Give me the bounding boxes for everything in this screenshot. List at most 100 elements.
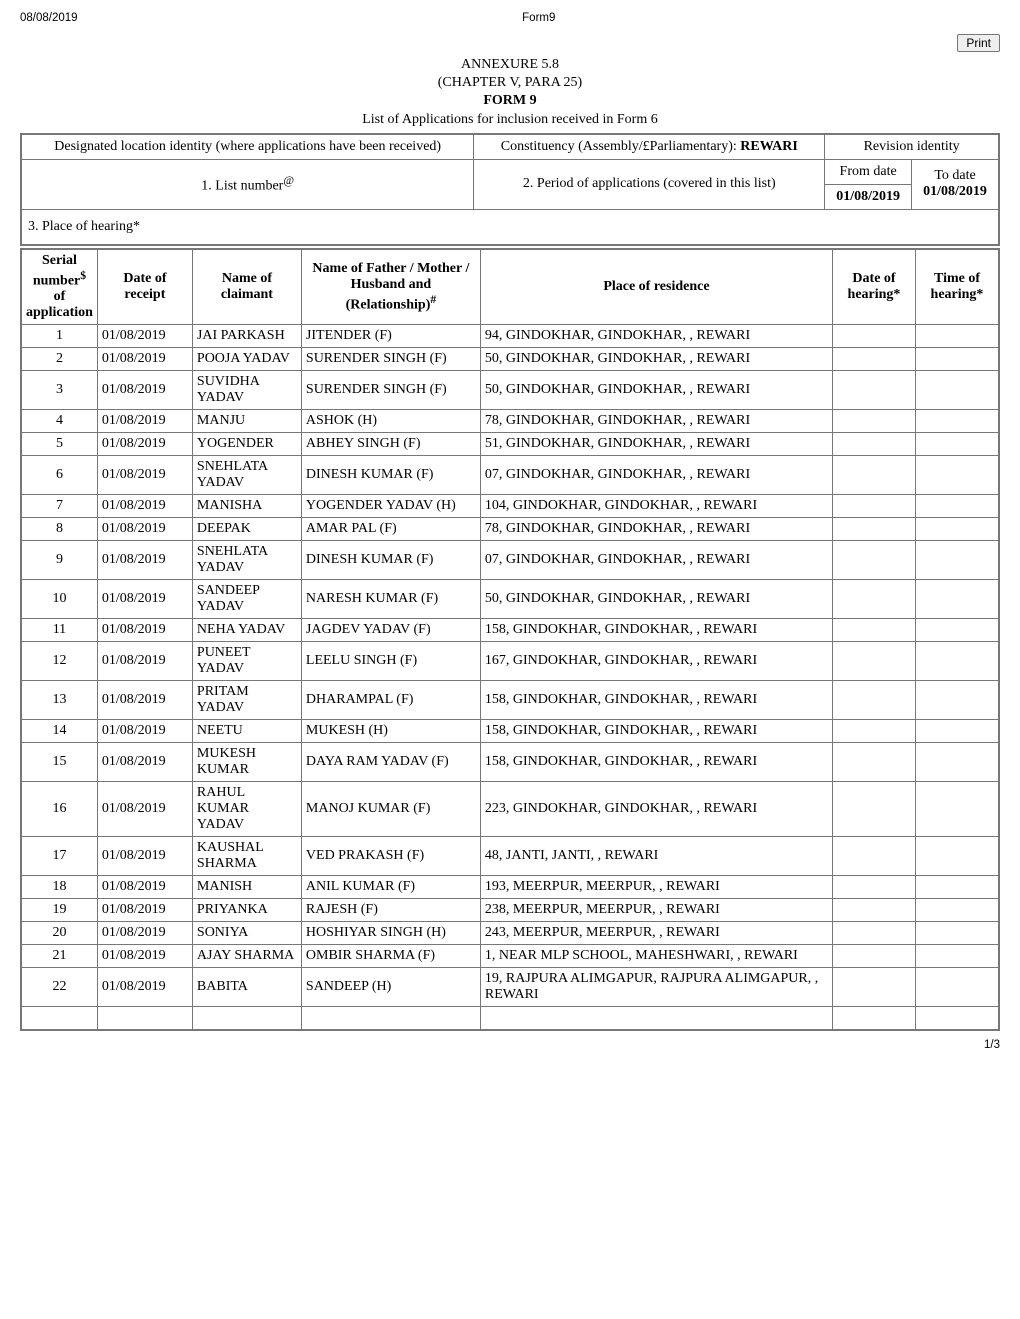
outer-table: Designated location identity (where appl… [20, 133, 1000, 246]
cell-relationship: ASHOK (H) [301, 410, 480, 433]
table-row: 1501/08/2019MUKESH KUMARDAYA RAM YADAV (… [21, 743, 999, 782]
cell-serial: 19 [21, 899, 97, 922]
cell-date-hearing [833, 837, 916, 876]
cell-relationship [301, 1007, 480, 1031]
cell-serial: 14 [21, 720, 97, 743]
table-head: Serial number$ of application Date of re… [21, 249, 999, 325]
cell-date-hearing [833, 922, 916, 945]
cell-serial: 1 [21, 325, 97, 348]
cell-date-hearing [833, 945, 916, 968]
print-button[interactable]: Print [957, 34, 1000, 52]
cell-relationship: OMBIR SHARMA (F) [301, 945, 480, 968]
cell-date-hearing [833, 1007, 916, 1031]
constituency-cell: Constituency (Assembly/£Parliamentary): … [474, 134, 825, 160]
cell-date-receipt: 01/08/2019 [97, 456, 192, 495]
page-meta: 08/08/2019 Form9 [20, 12, 1000, 24]
cell-date-receipt: 01/08/2019 [97, 410, 192, 433]
cell-date-hearing [833, 681, 916, 720]
cell-relationship: DINESH KUMAR (F) [301, 541, 480, 580]
cell-serial: 15 [21, 743, 97, 782]
list-number-sup: @ [283, 174, 294, 187]
cell-residence [480, 1007, 832, 1031]
table-row: 1701/08/2019KAUSHAL SHARMAVED PRAKASH (F… [21, 837, 999, 876]
table-row: 301/08/2019SUVIDHA YADAVSURENDER SINGH (… [21, 371, 999, 410]
from-date-label: From date [825, 159, 912, 184]
cell-residence: 94, GINDOKHAR, GINDOKHAR, , REWARI [480, 325, 832, 348]
cell-time-hearing [916, 720, 1000, 743]
cell-date-receipt: 01/08/2019 [97, 899, 192, 922]
cell-claimant: AJAY SHARMA [192, 945, 301, 968]
cell-serial: 12 [21, 642, 97, 681]
cell-claimant: POOJA YADAV [192, 348, 301, 371]
cell-date-receipt: 01/08/2019 [97, 642, 192, 681]
cell-date-receipt: 01/08/2019 [97, 518, 192, 541]
col-claimant: Name of claimant [192, 249, 301, 325]
cell-time-hearing [916, 371, 1000, 410]
cell-residence: 158, GINDOKHAR, GINDOKHAR, , REWARI [480, 619, 832, 642]
cell-time-hearing [916, 518, 1000, 541]
cell-time-hearing [916, 433, 1000, 456]
cell-date-hearing [833, 371, 916, 410]
cell-time-hearing [916, 642, 1000, 681]
cell-residence: 78, GINDOKHAR, GINDOKHAR, , REWARI [480, 410, 832, 433]
period-label: 2. Period of applications (covered in th… [474, 159, 825, 209]
cell-date-hearing [833, 782, 916, 837]
cell-time-hearing [916, 782, 1000, 837]
constituency-label: Constituency (Assembly/£Parliamentary): [501, 139, 741, 154]
cell-relationship: DINESH KUMAR (F) [301, 456, 480, 495]
constituency-value: REWARI [740, 139, 798, 154]
cell-claimant: YOGENDER [192, 433, 301, 456]
cell-relationship: LEELU SINGH (F) [301, 642, 480, 681]
cell-relationship: VED PRAKASH (F) [301, 837, 480, 876]
cell-relationship: JAGDEV YADAV (F) [301, 619, 480, 642]
col-relationship: Name of Father / Mother / Husband and (R… [301, 249, 480, 325]
cell-date-hearing [833, 348, 916, 371]
cell-date-hearing [833, 619, 916, 642]
cell-date-hearing [833, 541, 916, 580]
cell-serial: 9 [21, 541, 97, 580]
cell-date-receipt: 01/08/2019 [97, 495, 192, 518]
cell-residence: 243, MEERPUR, MEERPUR, , REWARI [480, 922, 832, 945]
cell-date-receipt: 01/08/2019 [97, 945, 192, 968]
cell-date-receipt: 01/08/2019 [97, 325, 192, 348]
table-row: 1801/08/2019MANISHANIL KUMAR (F)193, MEE… [21, 876, 999, 899]
dli-label: Designated location identity (where appl… [21, 134, 474, 160]
cell-residence: 158, GINDOKHAR, GINDOKHAR, , REWARI [480, 681, 832, 720]
cell-date-receipt: 01/08/2019 [97, 681, 192, 720]
cell-time-hearing [916, 922, 1000, 945]
table-row: 201/08/2019POOJA YADAVSURENDER SINGH (F)… [21, 348, 999, 371]
from-date-value-cell: 01/08/2019 [825, 184, 912, 209]
cell-time-hearing [916, 619, 1000, 642]
annexure-line: ANNEXURE 5.8 [20, 56, 1000, 74]
cell-serial: 6 [21, 456, 97, 495]
cell-time-hearing [916, 541, 1000, 580]
cell-residence: 07, GINDOKHAR, GINDOKHAR, , REWARI [480, 456, 832, 495]
table-row: 401/08/2019MANJUASHOK (H)78, GINDOKHAR, … [21, 410, 999, 433]
table-row: 2101/08/2019AJAY SHARMAOMBIR SHARMA (F)1… [21, 945, 999, 968]
cell-relationship: NARESH KUMAR (F) [301, 580, 480, 619]
cell-residence: 50, GINDOKHAR, GINDOKHAR, , REWARI [480, 580, 832, 619]
cell-residence: 193, MEERPUR, MEERPUR, , REWARI [480, 876, 832, 899]
cell-claimant: KAUSHAL SHARMA [192, 837, 301, 876]
applications-table: Serial number$ of application Date of re… [20, 248, 1000, 1032]
cell-residence: 07, GINDOKHAR, GINDOKHAR, , REWARI [480, 541, 832, 580]
cell-date-receipt: 01/08/2019 [97, 371, 192, 410]
cell-relationship: ANIL KUMAR (F) [301, 876, 480, 899]
cell-serial: 7 [21, 495, 97, 518]
cell-relationship: MUKESH (H) [301, 720, 480, 743]
cell-relationship: HOSHIYAR SINGH (H) [301, 922, 480, 945]
cell-date-hearing [833, 433, 916, 456]
to-date-value: 01/08/2019 [923, 184, 987, 199]
cell-time-hearing [916, 899, 1000, 922]
cell-serial: 3 [21, 371, 97, 410]
col-time-hearing: Time of hearing* [916, 249, 1000, 325]
cell-date-receipt: 01/08/2019 [97, 580, 192, 619]
table-row: 1901/08/2019PRIYANKARAJESH (F)238, MEERP… [21, 899, 999, 922]
cell-claimant: NEETU [192, 720, 301, 743]
cell-claimant: RAHUL KUMAR YADAV [192, 782, 301, 837]
table-row: 1401/08/2019NEETUMUKESH (H)158, GINDOKHA… [21, 720, 999, 743]
cell-serial: 2 [21, 348, 97, 371]
cell-date-receipt: 01/08/2019 [97, 720, 192, 743]
cell-residence: 167, GINDOKHAR, GINDOKHAR, , REWARI [480, 642, 832, 681]
cell-date-hearing [833, 899, 916, 922]
